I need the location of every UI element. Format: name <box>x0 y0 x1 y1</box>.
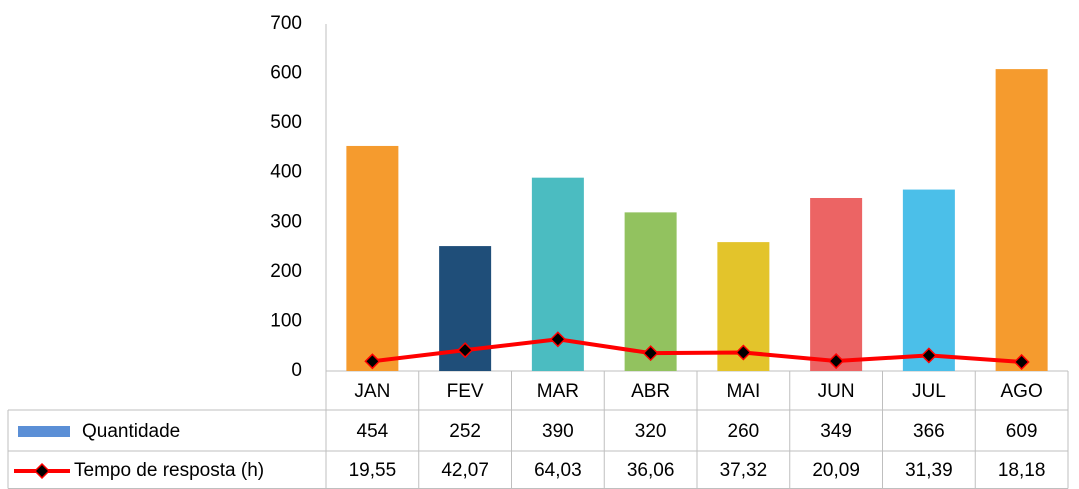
line-marker <box>828 352 845 370</box>
y-tick-label: 100 <box>270 310 302 331</box>
legend-swatch <box>18 426 70 437</box>
table-value: 320 <box>635 421 667 442</box>
x-tick-label: JUL <box>912 381 946 402</box>
x-tick-label: AGO <box>1001 381 1043 402</box>
bar <box>995 69 1048 372</box>
legend-label: Quantidade <box>82 421 180 442</box>
x-tick-label: FEV <box>447 381 484 402</box>
line <box>372 337 1022 364</box>
line-marker <box>457 342 474 359</box>
y-tick-label: 300 <box>270 211 302 232</box>
table-value: 37,32 <box>720 460 768 481</box>
line-marker <box>920 347 937 364</box>
table-value: 252 <box>449 421 481 442</box>
x-tick-label: MAI <box>726 381 760 402</box>
bar <box>902 189 955 371</box>
table-value: 18,18 <box>998 460 1046 481</box>
bar <box>624 212 677 371</box>
table-value: 20,09 <box>812 460 860 481</box>
table-value: 64,03 <box>534 460 582 481</box>
x-tick-label: MAR <box>537 381 579 402</box>
table-value: 454 <box>357 421 389 442</box>
y-tick-label: 0 <box>291 360 302 381</box>
line-marker <box>549 331 566 348</box>
bar <box>346 145 399 371</box>
legend-label: Tempo de resposta (h) <box>74 460 264 481</box>
table-value: 609 <box>1006 421 1038 442</box>
y-tick-label: 400 <box>270 162 302 183</box>
table-value: 42,07 <box>441 460 489 481</box>
table-value: 31,39 <box>905 460 953 481</box>
table-value: 36,06 <box>627 460 675 481</box>
line-marker <box>1013 353 1030 371</box>
table-value: 366 <box>913 421 945 442</box>
table-value: 19,55 <box>349 460 397 481</box>
bar <box>810 197 863 371</box>
y-tick-label: 500 <box>270 112 302 133</box>
x-tick-label: JUN <box>818 381 855 402</box>
x-tick-label: ABR <box>631 381 670 402</box>
legend-marker <box>33 462 51 480</box>
y-tick-label: 600 <box>270 63 302 84</box>
line-marker <box>364 353 381 370</box>
x-tick-label: JAN <box>354 381 390 402</box>
table-value: 390 <box>542 421 574 442</box>
y-tick-label: 700 <box>270 13 302 34</box>
table-value: 349 <box>820 421 852 442</box>
line-marker <box>642 345 659 362</box>
line-marker <box>735 344 752 361</box>
y-tick-label: 200 <box>270 261 302 282</box>
table-value: 260 <box>728 421 760 442</box>
